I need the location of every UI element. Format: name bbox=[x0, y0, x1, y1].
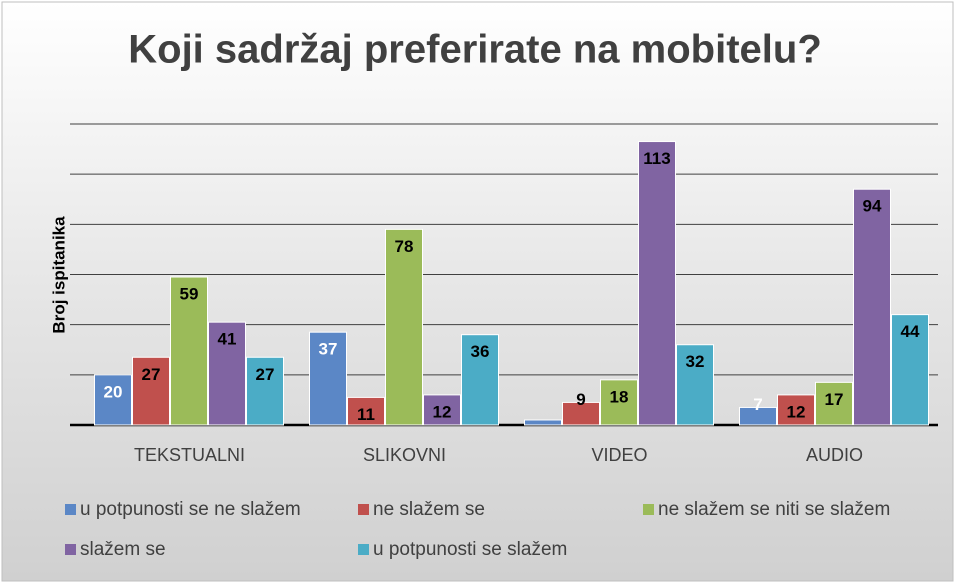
data-label: 44 bbox=[901, 322, 920, 341]
data-label: 11 bbox=[357, 405, 375, 424]
legend-label: ne slažem se bbox=[373, 499, 485, 520]
legend-swatch bbox=[65, 504, 76, 515]
bar bbox=[777, 394, 815, 426]
data-label: 113 bbox=[643, 149, 670, 168]
bar bbox=[676, 344, 714, 426]
data-label: 27 bbox=[256, 365, 275, 384]
legend-label: ne slažem se niti se slažem bbox=[658, 499, 890, 520]
data-label: 9 bbox=[576, 390, 585, 409]
bar bbox=[132, 356, 170, 426]
bar bbox=[891, 314, 929, 426]
bar bbox=[815, 381, 853, 426]
bar bbox=[246, 356, 284, 426]
bar bbox=[524, 419, 562, 426]
data-label: 12 bbox=[433, 402, 452, 421]
bar bbox=[638, 141, 676, 426]
bar bbox=[208, 321, 246, 426]
data-label: 41 bbox=[218, 330, 237, 349]
bar bbox=[94, 374, 132, 426]
legend-swatch bbox=[358, 544, 369, 555]
bar bbox=[600, 379, 638, 426]
data-label: 37 bbox=[319, 340, 338, 359]
chart-title: Koji sadržaj preferirate na mobitelu? bbox=[128, 28, 822, 72]
y-axis-label: Broj ispitanika bbox=[49, 216, 68, 334]
bar bbox=[347, 396, 385, 426]
bar bbox=[170, 276, 208, 426]
data-label: 20 bbox=[104, 382, 123, 401]
bar bbox=[853, 188, 891, 426]
data-label: 17 bbox=[825, 390, 844, 409]
data-label: 12 bbox=[787, 402, 806, 421]
bar bbox=[423, 394, 461, 426]
x-tick-label: VIDEO bbox=[591, 445, 647, 465]
legend-swatch bbox=[358, 504, 369, 515]
legend-swatch bbox=[643, 504, 654, 515]
data-label: 32 bbox=[686, 352, 705, 371]
bar bbox=[309, 331, 347, 426]
x-tick-label: SLIKOVNI bbox=[363, 445, 446, 465]
bar bbox=[385, 228, 423, 426]
bar bbox=[562, 401, 600, 426]
bar bbox=[739, 406, 777, 426]
legend-label: u potpunosti se ne slažem bbox=[80, 499, 301, 520]
legend-label: u potpunosti se slažem bbox=[373, 539, 567, 560]
bar bbox=[461, 334, 499, 426]
x-tick-label: AUDIO bbox=[806, 445, 863, 465]
data-label: 78 bbox=[395, 237, 414, 256]
data-label: 7 bbox=[753, 395, 762, 414]
data-label: 59 bbox=[180, 284, 199, 303]
data-label: 94 bbox=[863, 197, 882, 216]
legend-label: slažem se bbox=[80, 539, 166, 560]
data-label: 27 bbox=[142, 365, 161, 384]
data-label: 36 bbox=[471, 342, 490, 361]
x-tick-label: TEKSTUALNI bbox=[134, 445, 245, 465]
data-label: 18 bbox=[610, 387, 629, 406]
legend-swatch bbox=[65, 544, 76, 555]
